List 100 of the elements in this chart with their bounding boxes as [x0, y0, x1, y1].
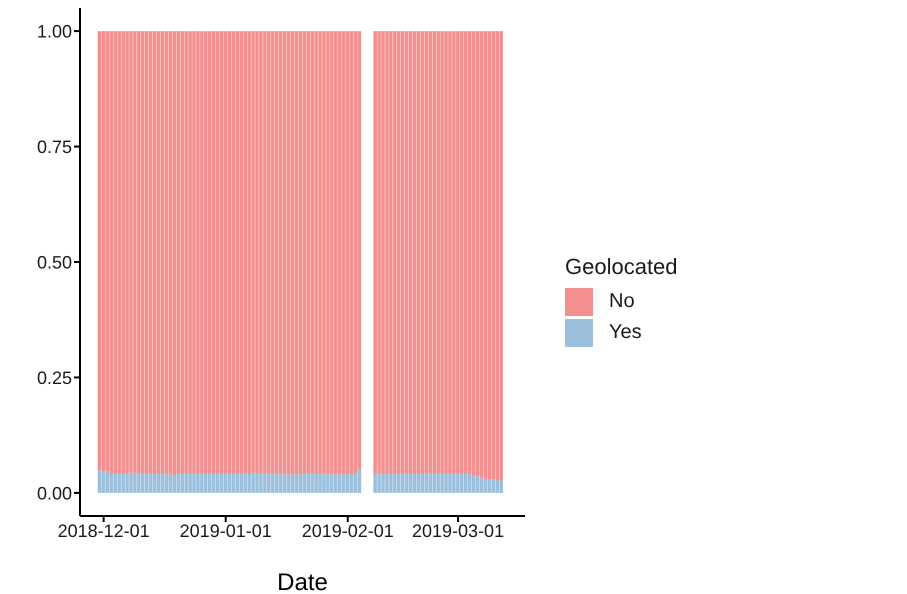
bar: [385, 31, 389, 474]
bar: [389, 474, 393, 493]
bar: [412, 31, 416, 474]
bar: [448, 31, 452, 474]
bar: [156, 31, 160, 474]
bar: [342, 474, 346, 493]
bar: [216, 31, 220, 474]
bar: [306, 474, 310, 493]
bar: [247, 474, 251, 493]
bar: [110, 31, 114, 474]
bar: [350, 474, 354, 493]
bar: [228, 474, 232, 493]
bar: [373, 31, 377, 474]
bar: [381, 31, 385, 474]
bar: [259, 473, 263, 493]
bar: [412, 474, 416, 493]
bar: [160, 474, 164, 493]
bar: [180, 474, 184, 493]
bar: [98, 31, 102, 470]
bar: [495, 31, 500, 480]
bar: [424, 31, 428, 474]
bar: [121, 31, 125, 474]
bar: [180, 31, 184, 474]
bar: [358, 31, 362, 470]
x-tick-label: 2018-12-01: [58, 520, 150, 541]
bar: [408, 31, 412, 474]
bar: [141, 474, 145, 493]
y-tick-label: 1.00: [36, 21, 72, 42]
bar: [330, 31, 334, 474]
bar: [286, 31, 290, 474]
bar: [208, 31, 212, 474]
bar: [129, 31, 133, 473]
bar: [168, 31, 172, 474]
bar: [400, 474, 404, 493]
bar: [224, 474, 228, 493]
bar: [302, 474, 306, 493]
bar: [342, 31, 346, 474]
bar: [286, 474, 290, 493]
bar: [294, 31, 298, 474]
bar: [468, 474, 472, 493]
bar: [416, 474, 420, 493]
bar: [184, 474, 188, 493]
bar: [282, 31, 286, 474]
bar: [164, 474, 168, 493]
bar: [255, 31, 259, 473]
bar: [472, 31, 476, 476]
bar: [448, 474, 452, 493]
bar: [460, 31, 464, 474]
bar: [148, 474, 152, 493]
bar: [133, 472, 137, 493]
bar: [444, 474, 448, 493]
x-tick-label: 2019-03-01: [412, 520, 504, 541]
bar: [102, 31, 106, 472]
bar: [440, 474, 444, 493]
bar: [117, 31, 121, 474]
bar: [358, 470, 362, 493]
bar: [192, 474, 196, 493]
bar: [290, 474, 294, 493]
bar: [216, 474, 220, 493]
bar: [274, 31, 278, 474]
bar: [385, 474, 389, 493]
bar: [480, 31, 484, 478]
bar: [306, 31, 310, 474]
bar: [354, 474, 358, 493]
bar: [278, 31, 282, 474]
bar: [144, 474, 149, 493]
bar: [330, 474, 334, 493]
bar: [456, 31, 460, 474]
bar: [472, 476, 476, 493]
bar: [499, 480, 503, 493]
bar: [172, 31, 176, 476]
bar: [326, 474, 330, 493]
bar: [236, 31, 240, 474]
bar: [420, 474, 424, 493]
legend-label: Yes: [609, 321, 642, 344]
bar: [322, 474, 326, 493]
bar: [290, 31, 294, 474]
bar: [334, 474, 338, 493]
bar: [129, 472, 133, 493]
bar: [148, 31, 152, 474]
bar: [298, 474, 302, 493]
bar: [121, 474, 125, 493]
bar: [464, 31, 468, 474]
bar: [499, 31, 503, 480]
bar: [164, 31, 168, 474]
bar: [176, 31, 180, 474]
bar: [125, 474, 129, 493]
y-tick-label: 0.25: [36, 368, 72, 388]
bar: [117, 474, 121, 493]
bar: [247, 31, 251, 474]
legend-label: No: [609, 290, 635, 313]
bar: [428, 473, 432, 493]
bar: [220, 474, 224, 493]
bar: [484, 31, 488, 480]
bar: [338, 31, 342, 474]
bar: [232, 474, 236, 493]
bar: [224, 31, 228, 474]
bar: [259, 31, 263, 474]
bar: [377, 31, 381, 474]
bar: [278, 474, 282, 493]
